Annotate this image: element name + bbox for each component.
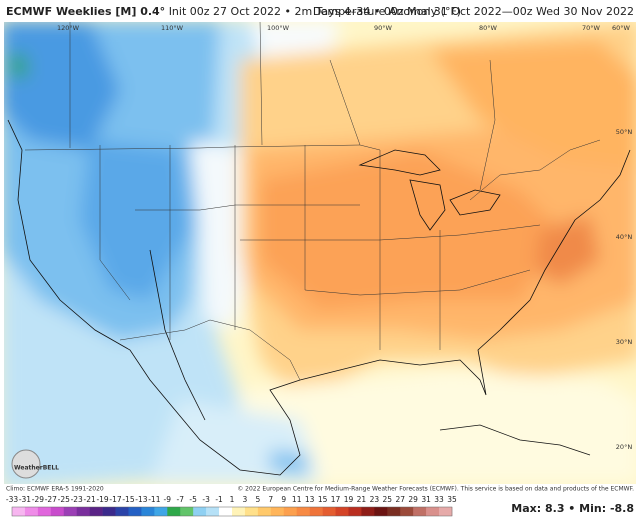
colorbar-swatch xyxy=(63,507,78,516)
latitude-label: 50°N xyxy=(616,128,633,136)
copyright: © 2022 European Centre for Medium-Range … xyxy=(237,486,634,493)
colorbar-swatch xyxy=(206,507,220,516)
stats: Max: 8.3 • Min: -8.8 xyxy=(511,502,634,515)
colorbar-label: 29 xyxy=(408,495,418,504)
colorbar-swatch xyxy=(154,507,168,516)
colorbar-label: -3 xyxy=(202,495,210,504)
longitude-label: 110°W xyxy=(161,24,184,32)
colorbar-label: -19 xyxy=(96,495,108,504)
colorbar-label: -17 xyxy=(109,495,121,504)
colorbar-label: -1 xyxy=(215,495,223,504)
colorbar-swatch xyxy=(37,507,52,516)
colorbar-swatch xyxy=(257,507,272,516)
colorbar-label: -33 xyxy=(6,495,18,504)
colorbar-swatch xyxy=(50,507,65,516)
colorbar-label: -13 xyxy=(135,495,147,504)
colorbar-label: 27 xyxy=(395,495,405,504)
colorbar-swatch xyxy=(283,507,298,516)
colorbar-label: -9 xyxy=(164,495,172,504)
colorbar: -33 -31 -29 -27 -25 -23 -21 -19 -17 -15 -13 -11 -9 -7… xyxy=(6,495,457,517)
logo-text: WeatherBELL xyxy=(14,465,59,472)
colorbar-label: -5 xyxy=(189,495,197,504)
colorbar-swatch xyxy=(167,507,181,516)
colorbar-swatch xyxy=(24,507,39,516)
title-right: Days 4–34 • 00z Mon 31 Oct 2022—00z Wed … xyxy=(313,5,634,18)
colorbar-label: 21 xyxy=(357,495,367,504)
header: ECMWF Weeklies [M] 0.4° Init 00z 27 Oct … xyxy=(6,5,634,18)
colorbar-swatch xyxy=(232,507,246,516)
borders xyxy=(24,22,601,381)
colorbar-label: 5 xyxy=(255,495,260,504)
colorbar-label: -11 xyxy=(148,495,160,504)
colorbar-label: -23 xyxy=(71,495,83,504)
colorbar-label: 19 xyxy=(344,495,354,504)
colorbar-swatch xyxy=(387,507,401,516)
colorbar-label: -29 xyxy=(32,495,44,504)
colorbar-swatch xyxy=(322,507,336,516)
colorbar-swatch xyxy=(361,507,375,516)
colorbar-swatch xyxy=(102,507,116,516)
colorbar-swatch xyxy=(89,507,103,516)
longitude-label: 90°W xyxy=(374,24,393,32)
longitude-label: 80°W xyxy=(479,24,498,32)
longitude-label: 120°W xyxy=(57,24,80,32)
longitude-labels: 120°W 110°W 100°W 90°W 80°W 70°W 60°W xyxy=(57,24,631,32)
colorbar-swatch xyxy=(193,507,207,516)
colorbar-swatch xyxy=(12,507,26,516)
colorbar-swatch xyxy=(128,507,142,516)
longitude-label: 60°W xyxy=(612,24,631,32)
colorbar-label: -27 xyxy=(45,495,57,504)
anomaly-field xyxy=(4,22,636,484)
latitude-label: 20°N xyxy=(616,443,633,451)
climo-note: Climo: ECMWF ERA-5 1991-2020 xyxy=(6,486,104,493)
colorbar-swatch xyxy=(180,507,194,516)
colorbar-label: 15 xyxy=(318,495,328,504)
colorbar-swatch xyxy=(244,507,259,516)
colorbar-swatch xyxy=(296,507,310,516)
latitude-labels: 50°N 40°N 30°N 20°N xyxy=(616,128,633,451)
colorbar-swatch xyxy=(426,507,440,516)
colorbar-label: 11 xyxy=(292,495,302,504)
longitude-label: 70°W xyxy=(582,24,601,32)
colorbar-swatch xyxy=(348,507,362,516)
colorbar-label: -7 xyxy=(176,495,184,504)
colorbar-swatch xyxy=(141,507,155,516)
logo: WeatherBELL xyxy=(11,449,59,479)
colorbar-label: 33 xyxy=(434,495,444,504)
latitude-label: 30°N xyxy=(616,338,633,346)
colorbar-label: 17 xyxy=(331,495,341,504)
colorbar-swatch xyxy=(270,507,285,516)
colorbar-label: 35 xyxy=(447,495,457,504)
colorbar-label: -21 xyxy=(84,495,96,504)
colorbar-label: 25 xyxy=(383,495,393,504)
longitude-label: 100°W xyxy=(267,24,290,32)
colorbar-frame xyxy=(11,506,453,517)
colorbar-label: 1 xyxy=(230,495,235,504)
colorbar-label: -25 xyxy=(58,495,70,504)
colorbar-swatch xyxy=(309,507,323,516)
colorbar-swatch xyxy=(335,507,349,516)
colorbar-swatch xyxy=(400,507,414,516)
colorbar-swatch xyxy=(76,507,90,516)
colorbar-label: 3 xyxy=(243,495,248,504)
title: ECMWF Weeklies [M] 0.4° Init 00z 27 Oct … xyxy=(6,5,461,18)
map: 120°W 110°W 100°W 90°W 80°W 70°W 60°W 50°N 40°N… xyxy=(4,22,636,484)
title-bold: ECMWF Weeklies [M] 0.4° xyxy=(6,5,165,18)
colorbar-swatch xyxy=(439,507,453,516)
colorbar-swatch xyxy=(115,507,129,516)
colorbar-swatch xyxy=(219,507,233,516)
colorbar-label: 7 xyxy=(268,495,273,504)
colorbar-label: 31 xyxy=(421,495,431,504)
colorbar-label: -15 xyxy=(122,495,134,504)
colorbar-swatch xyxy=(413,507,427,516)
colorbar-swatch xyxy=(374,507,388,516)
colorbar-label: -31 xyxy=(19,495,31,504)
colorbar-label: 9 xyxy=(281,495,286,504)
title-rest: Init 00z 27 Oct 2022 • 2m Temperature An… xyxy=(169,5,461,18)
colorbar-label: 13 xyxy=(305,495,315,504)
colorbar-label: 23 xyxy=(370,495,380,504)
latitude-label: 40°N xyxy=(616,233,633,241)
